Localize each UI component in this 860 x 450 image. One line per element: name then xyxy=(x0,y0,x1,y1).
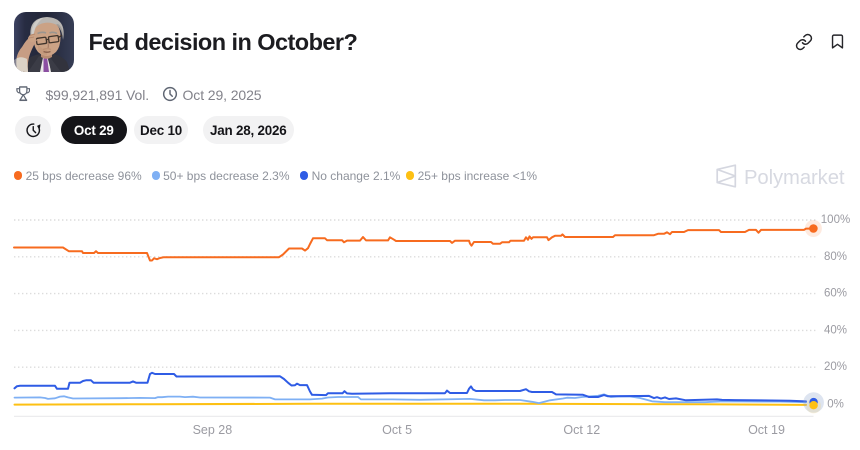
svg-text:Sep 28: Sep 28 xyxy=(193,423,233,437)
svg-text:100%: 100% xyxy=(821,214,850,226)
svg-text:40%: 40% xyxy=(824,324,847,336)
svg-text:Oct 5: Oct 5 xyxy=(382,423,412,437)
svg-text:60%: 60% xyxy=(824,288,847,300)
svg-text:0%: 0% xyxy=(827,399,844,411)
svg-text:80%: 80% xyxy=(824,251,847,263)
svg-text:Oct 19: Oct 19 xyxy=(748,423,785,437)
svg-text:20%: 20% xyxy=(824,361,847,373)
svg-text:Oct 12: Oct 12 xyxy=(563,423,600,437)
